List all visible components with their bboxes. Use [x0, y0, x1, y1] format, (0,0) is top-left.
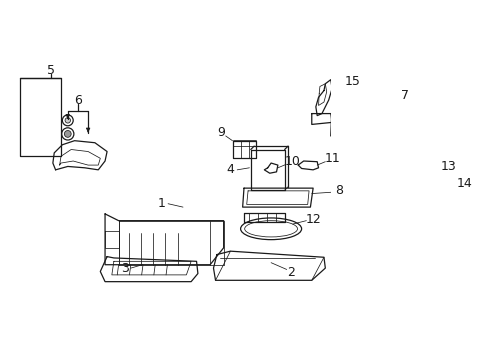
- Text: 8: 8: [334, 184, 342, 197]
- Text: 9: 9: [217, 126, 225, 139]
- Circle shape: [65, 118, 70, 123]
- Text: 6: 6: [74, 94, 81, 107]
- Text: 10: 10: [285, 154, 300, 167]
- Text: 14: 14: [455, 177, 471, 190]
- Text: 7: 7: [401, 89, 408, 102]
- Text: 15: 15: [344, 75, 360, 88]
- Circle shape: [64, 131, 71, 137]
- Text: 1: 1: [157, 197, 165, 210]
- Text: 5: 5: [47, 64, 55, 77]
- Text: 4: 4: [226, 163, 234, 176]
- Text: 2: 2: [287, 266, 295, 279]
- Text: 3: 3: [121, 262, 129, 275]
- Text: 13: 13: [440, 160, 456, 173]
- Text: 12: 12: [305, 213, 320, 226]
- Text: 11: 11: [324, 152, 339, 165]
